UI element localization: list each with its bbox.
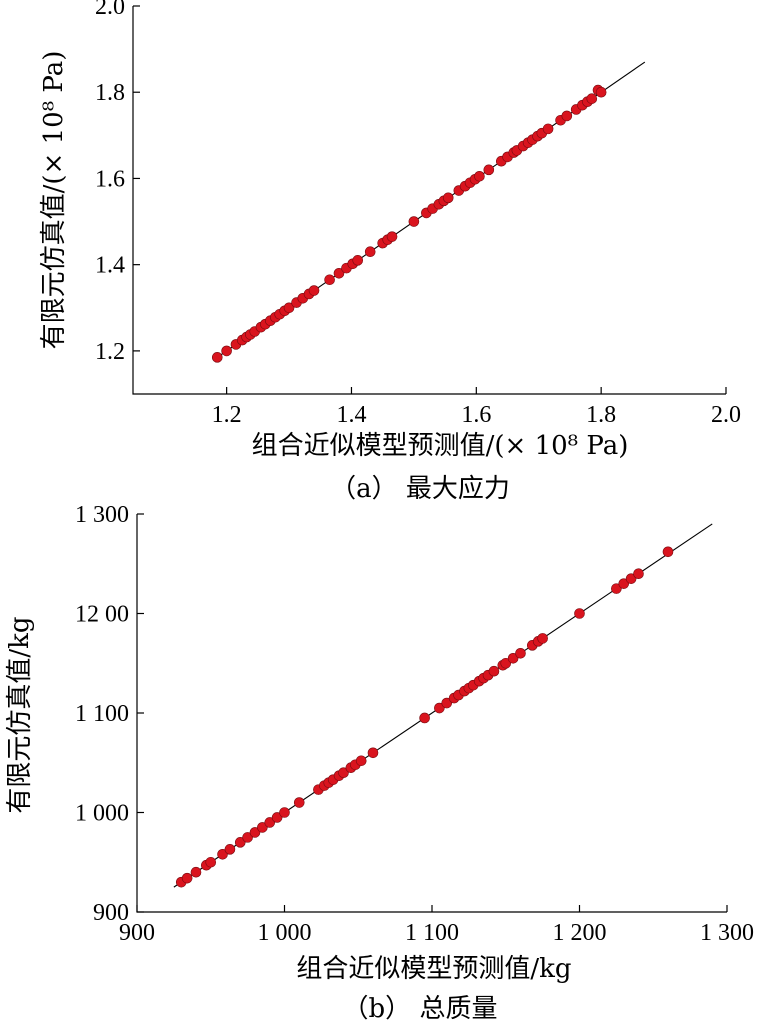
panel-b-data-point <box>355 755 367 767</box>
panel-b-x-tick-label: 1 300 <box>700 920 754 946</box>
panel-b-data-point <box>488 665 500 677</box>
panel-b: 900 1 000 1 100 12 00 1 300 900 1 000 1 100 1 2… <box>5 502 754 1024</box>
panel-b-data-point <box>217 848 228 860</box>
panel-a-x-tick-label: 2.0 <box>711 402 741 428</box>
panel-b-data-point <box>181 872 193 884</box>
panel-b-data-point <box>662 546 674 558</box>
panel-b-data-point <box>257 822 268 833</box>
panel-b-x-tick-label: 1 200 <box>553 920 607 946</box>
panel-a-y-tick-label: 2.0 <box>95 0 125 20</box>
panel-b-y-tick-label: 900 <box>93 900 129 926</box>
panel-b-data-point <box>434 702 445 714</box>
panel-b-y-tick-label: 1 300 <box>75 502 129 528</box>
panel-b-x-tick-label: 1 000 <box>258 920 312 946</box>
panel-b-data-point <box>205 856 217 868</box>
panel-b-y-axis-label: 有限元仿真值/kg <box>5 616 35 813</box>
panel-b-y-tick-label: 1 100 <box>75 701 129 727</box>
panel-b-x-tick-label: 900 <box>119 920 155 946</box>
panel-a-data-point <box>442 192 454 204</box>
panel-a-data-point <box>586 93 598 104</box>
panel-b-data-point <box>338 767 349 779</box>
panel-a-data-point <box>352 255 364 266</box>
panel-b-data-point <box>271 812 283 823</box>
panel-a-data-point <box>333 267 345 279</box>
panel-a-data-point <box>561 110 573 122</box>
panel-b-data-point <box>293 797 305 808</box>
panel-a-y-tick-label: 1.2 <box>95 339 125 365</box>
panel-b-data-point <box>234 837 246 848</box>
panel-a-y-tick-label: 1.6 <box>95 166 125 192</box>
panel-a-data-point <box>483 164 495 176</box>
panel-b-data-point <box>633 568 644 580</box>
panel-a-data-point <box>211 352 223 363</box>
panel-b-data-point <box>242 832 253 843</box>
panel-a-x-axis-label: 组合近似模型预测值/(× 10⁸ Pa) <box>252 431 629 461</box>
panel-b-data-point <box>419 712 430 724</box>
panel-a-data-point <box>283 302 295 314</box>
panel-a-caption: （a） 最大应力 <box>330 474 510 504</box>
panel-a-y-tick-label: 1.4 <box>95 253 125 279</box>
panel-b-caption: （b） 总质量 <box>343 994 498 1024</box>
panel-a-data-point <box>386 231 398 242</box>
panel-a-data-point <box>308 285 320 296</box>
panel-a-data-point <box>408 216 420 227</box>
panel-b-y-tick-label: 12 00 <box>75 602 129 628</box>
panel-b-data-point <box>500 657 512 669</box>
panel-a-data-point <box>542 123 554 135</box>
panel-b-data-point <box>249 827 261 838</box>
panel-b-data-point <box>367 747 379 759</box>
panel-b-data-point <box>611 583 622 594</box>
panel-a-data-point <box>221 345 232 357</box>
panel-b-data-point <box>507 652 519 664</box>
panel-a-y-axis-label: 有限元仿真值/(× 10⁸ Pa) <box>39 51 69 350</box>
panel-b-data-point <box>625 573 637 584</box>
panel-a-y-tick-label: 1.8 <box>95 80 125 106</box>
panel-a-data-point <box>474 170 485 182</box>
panel-b-data-point <box>441 697 453 709</box>
panel-b-x-tick-label: 1 100 <box>405 920 459 946</box>
panel-b-data-point <box>515 647 526 659</box>
panel-a-x-tick-label: 1.2 <box>212 402 242 428</box>
panel-a-data-point <box>324 274 335 286</box>
panel-a-data-point <box>595 86 607 98</box>
panel-a-x-tick-label: 1.4 <box>336 402 366 428</box>
panel-b-data-point <box>190 866 202 878</box>
panel-b-data-point <box>574 608 585 619</box>
panel-a: 1.2 1.4 1.6 1.8 2.0 1.2 1.4 1.6 1.8 2.0 组合近似模型预测… <box>39 0 741 504</box>
panel-a-x-tick-label: 1.8 <box>586 402 616 428</box>
panel-b-data-point <box>537 633 548 644</box>
panel-a-axes <box>132 6 726 395</box>
panel-b-data-point <box>264 817 276 828</box>
panel-a-x-tick-label: 1.6 <box>461 402 491 428</box>
panel-b-data-point <box>224 844 236 855</box>
panel-b-data-point <box>618 578 630 589</box>
panel-a-data-point <box>364 246 376 258</box>
panel-b-x-axis-label: 组合近似模型预测值/kg <box>296 954 571 984</box>
panel-b-y-tick-label: 1 000 <box>75 801 129 827</box>
panel-b-data-point <box>279 807 290 818</box>
